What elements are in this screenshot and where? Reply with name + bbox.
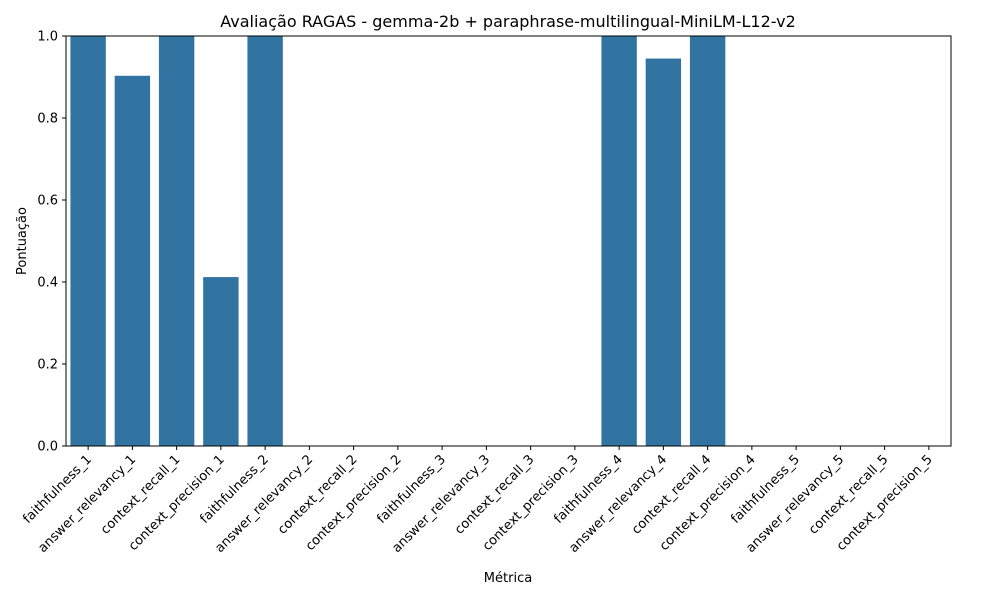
chart-title: Avaliação RAGAS - gemma-2b + paraphrase-… — [220, 12, 796, 31]
bar-context_precision_1 — [203, 277, 239, 446]
y-tick-label: 0.4 — [37, 276, 58, 291]
bar-answer_relevancy_4 — [645, 58, 682, 447]
bar-context_recall_4 — [689, 36, 726, 446]
x-tick-label: context_recall_3 — [452, 452, 537, 537]
y-tick-label: 1.0 — [37, 30, 58, 45]
x-tick-label: context_recall_2 — [275, 452, 360, 537]
y-tick-label: 0.8 — [37, 112, 58, 127]
x-tick-label: context_recall_4 — [629, 452, 714, 537]
x-tick-label: context_recall_5 — [806, 452, 891, 537]
bar-faithfulness_2 — [247, 36, 283, 446]
bar-answer_relevancy_1 — [114, 75, 151, 447]
y-tick-label: 0.0 — [37, 440, 58, 455]
y-tick-label: 0.6 — [37, 194, 58, 209]
y-tick-label: 0.2 — [37, 358, 58, 373]
x-tick-label: context_recall_1 — [98, 452, 183, 537]
bar-faithfulness_1 — [70, 36, 106, 446]
plot-frame — [65, 35, 952, 447]
x-axis-label: Métrica — [484, 571, 532, 586]
bars-group — [70, 36, 726, 447]
x-axis: faithfulness_1answer_relevancy_1context_… — [20, 446, 936, 556]
bar-faithfulness_4 — [601, 36, 637, 446]
bar-context_recall_1 — [158, 36, 195, 446]
y-axis-label: Pontuação — [15, 207, 30, 275]
y-axis: 0.0 0.2 0.4 0.6 0.8 1.0 — [37, 30, 66, 455]
